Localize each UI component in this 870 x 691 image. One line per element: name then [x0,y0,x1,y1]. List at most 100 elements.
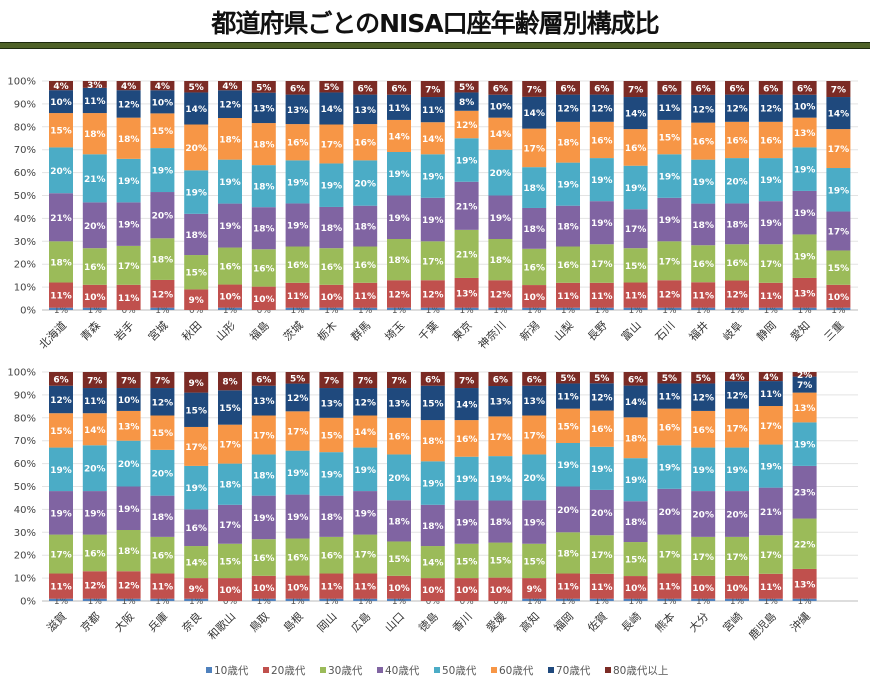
data-label: 12% [50,396,72,406]
data-label: 12% [84,581,106,591]
data-label: 18% [152,256,174,266]
data-label: 19% [456,475,478,485]
data-label: 13% [794,580,816,590]
data-label: 18% [253,472,275,482]
bar-segment-80s [150,372,175,389]
data-label: 13% [118,422,140,432]
data-label: 18% [321,513,343,523]
bar-segment-70s [353,388,378,416]
data-label: 11% [557,292,579,302]
bar-segment-50s [420,461,445,505]
bar-segment-60s [522,415,547,455]
data-label: 17% [321,140,343,150]
bar-segment-10s [691,307,716,310]
bar-segment-10s [353,598,378,601]
bar-segment-10s [589,307,614,310]
data-label: 18% [422,437,444,447]
bar-segment-60s [758,406,783,445]
data-label: 18% [253,183,275,193]
bar-segment-50s [49,147,73,194]
data-label-10s: 0% [223,597,238,607]
data-label: 19% [456,157,478,167]
data-label: 13% [388,399,410,409]
data-label: 21% [760,508,782,518]
data-label: 7% [358,377,373,387]
bar-segment-30s [488,542,513,578]
data-label: 11% [422,106,444,116]
data-label: 15% [219,557,241,567]
category-label: 香川 [450,610,475,635]
bar-segment-60s [387,417,411,455]
data-label: 8% [222,378,237,388]
data-label: 16% [287,139,309,149]
bar-segment-70s [758,381,783,407]
bar-segment-20s [556,573,580,599]
data-label: 10% [456,586,478,596]
bar-segment-70s [725,94,749,122]
data-label: 10% [422,586,444,596]
bar-segment-10s [522,598,547,601]
bar-segment-30s [49,534,73,574]
data-label: 10% [388,584,410,594]
data-label: 20% [84,222,106,232]
data-label: 19% [219,178,241,188]
bar-segment-60s [150,415,175,450]
bar-segment-20s [420,280,445,308]
bar-segment-30s [623,248,648,283]
data-label: 20% [557,506,579,516]
bar-segment-60s [150,113,175,149]
data-label: 9% [189,585,204,595]
data-label: 17% [659,257,681,267]
bar-segment-40s [792,190,817,235]
bar-segment-40s [184,509,209,547]
bar-segment-10s [285,598,310,601]
bar-segment-80s [725,372,749,382]
data-label: 15% [321,431,343,441]
bar-segment-80s [556,81,580,95]
data-label: 17% [726,425,748,435]
data-label: 10% [219,293,241,303]
bar-segment-60s [691,410,716,448]
data-label: 11% [84,97,106,107]
bar-segment-70s [150,90,175,114]
bar-segment-30s [657,241,682,281]
y-tick-label: 50% [14,482,36,493]
bar-segment-70s [725,381,749,409]
bar-segment-80s [116,81,141,91]
bar-segment-60s [285,124,310,161]
y-tick-label: 10% [14,574,36,585]
data-label: 14% [388,132,410,142]
bar-segment-70s [454,388,479,421]
data-label-10s: 1% [561,597,576,607]
y-tick-label: 90% [14,390,36,401]
bar-segment-10s [792,598,817,601]
bar-segment-60s [589,121,614,159]
bar-segment-10s [556,307,580,310]
data-label: 11% [760,390,782,400]
category-label: 東京 [449,318,474,343]
data-label-10s: 1% [392,306,407,316]
category-label: 岩手 [111,318,136,343]
bar-segment-80s [218,81,242,91]
bar-segment-60s [353,124,378,161]
bar-segment-40s [657,197,682,242]
bar-segment-10s [387,307,411,310]
legend-swatch [263,667,269,673]
data-label: 13% [321,399,343,409]
data-label: 12% [118,100,140,110]
bar-segment-30s [150,238,175,280]
y-tick-label: 60% [14,459,36,470]
data-label: 19% [354,509,376,519]
data-label: 5% [256,83,271,93]
bar-segment-40s [725,491,749,537]
bar-segment-20s [623,576,648,599]
data-label: 15% [185,406,207,416]
bar-segment-30s [792,234,817,278]
data-label: 10% [152,98,174,108]
bar-segment-80s [184,81,209,93]
bar-segment-20s [792,277,817,308]
data-label: 7% [87,377,102,387]
bar-segment-30s [657,534,682,574]
category-label: 北海道 [36,318,69,351]
bar-segment-60s [454,420,479,457]
